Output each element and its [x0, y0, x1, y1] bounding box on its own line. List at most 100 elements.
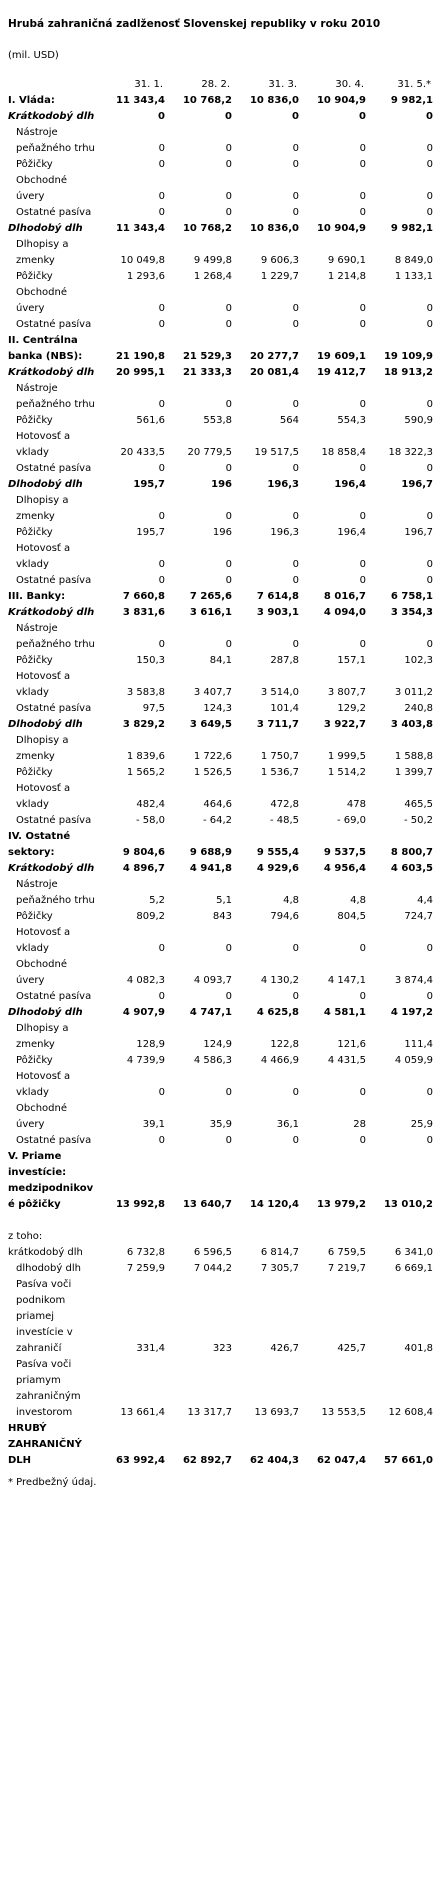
row-label: Pôžičky [16, 767, 53, 778]
cell-value: 478 [346, 799, 366, 810]
cell-value: 19 517,5 [254, 447, 299, 458]
table-row: Hotovosť a vklady 3 583,8 3 407,7 3 514,0 3 … [6, 669, 435, 701]
row-label: Pôžičky [16, 415, 53, 426]
table-row: Pôžičky 1 293,6 1 268,4 1 229,7 1 214,8 1 133… [6, 269, 435, 285]
cell-value: 129,2 [337, 703, 366, 714]
cell-value: 3 903,1 [256, 607, 299, 618]
cell-value: 0 [158, 1087, 165, 1098]
cell-value: - 69,0 [336, 815, 366, 826]
cell-value: 62 047,4 [316, 1455, 366, 1466]
cell-value: 0 [158, 463, 165, 474]
row-label: Krátkodobý dlh [8, 111, 95, 122]
page: Hrubá zahraničná zadlženosť Slovenskej r… [6, 18, 435, 1488]
cell-value: 0 [359, 159, 366, 170]
table-row: Dlhopisy a zmenky 128,9 124,9 122,8 121,6 111… [6, 1021, 435, 1053]
row-label: Krátkodobý dlh [8, 607, 95, 618]
cell-value: 196,4 [334, 479, 366, 490]
cell-value: 4 739,9 [126, 1055, 165, 1066]
row-label: Nástroje peňažného trhu [16, 127, 95, 154]
table-row: Obchodné úvery 0 0 0 0 0 [6, 285, 435, 317]
cell-value: 1 229,7 [260, 271, 299, 282]
empty-cell [100, 1213, 167, 1245]
cell-value: 8 849,0 [394, 255, 433, 266]
cell-value: 4 059,9 [394, 1055, 433, 1066]
cell-value: 196,3 [267, 479, 299, 490]
cell-value: 0 [426, 559, 433, 570]
cell-value: 1 293,6 [126, 271, 165, 282]
table-row: Pasíva voči podnikom priamej investície … [6, 1277, 435, 1357]
cell-value: 62 404,3 [249, 1455, 299, 1466]
header-cell: 31. 3. [268, 79, 297, 90]
cell-value: 1 214,8 [327, 271, 366, 282]
cell-value: 9 499,8 [193, 255, 232, 266]
cell-value: 7 219,7 [327, 1263, 366, 1274]
table-row: Ostatné pasíva 0 0 0 0 0 [6, 205, 435, 221]
row-label: dlhodobý dlh [16, 1263, 81, 1274]
cell-value: 0 [158, 143, 165, 154]
cell-value: 4 929,6 [256, 863, 299, 874]
cell-value: 0 [225, 191, 232, 202]
table-row: Hotovosť a vklady 0 0 0 0 0 [6, 925, 435, 957]
row-label: Pôžičky [16, 655, 53, 666]
table-row: Pôžičky 0 0 0 0 0 [6, 157, 435, 173]
cell-value: 331,4 [136, 1343, 165, 1354]
cell-value: - 58,0 [135, 815, 165, 826]
cell-value: 4 197,2 [390, 1007, 433, 1018]
cell-value: 124,9 [203, 1039, 232, 1050]
row-label: Dlhopisy a zmenky [16, 735, 69, 762]
cell-value: 101,4 [270, 703, 299, 714]
cell-value: 0 [426, 207, 433, 218]
cell-value: 0 [225, 511, 232, 522]
cell-value: 102,3 [404, 655, 433, 666]
cell-value: 3 831,6 [122, 607, 165, 618]
cell-value: 111,4 [404, 1039, 433, 1050]
debt-table: 31. 1. 28. 2. 31. 3. 30. 4. 31. 5.* I. Vláda:… [6, 77, 435, 1469]
cell-value: 7 259,9 [126, 1263, 165, 1274]
table-row: Pôžičky 4 739,9 4 586,3 4 466,9 4 431,5 4 059… [6, 1053, 435, 1069]
cell-value: 4,8 [283, 895, 299, 906]
cell-value: 4 603,5 [390, 863, 433, 874]
cell-value: 0 [158, 1135, 165, 1146]
cell-value: 9 537,5 [323, 847, 366, 858]
cell-value: 287,8 [270, 655, 299, 666]
row-label: Obchodné úvery [16, 1103, 68, 1130]
cell-value: 0 [225, 399, 232, 410]
row-label: I. Vláda: [8, 95, 55, 106]
cell-value: 0 [426, 111, 433, 122]
table-row: Ostatné pasíva 0 0 0 0 0 [6, 573, 435, 589]
cell-value: 57 661,0 [383, 1455, 433, 1466]
cell-value: 4 581,1 [323, 1007, 366, 1018]
cell-value: 1 588,8 [394, 751, 433, 762]
cell-value: 124,3 [203, 703, 232, 714]
cell-value: 6 732,8 [126, 1247, 165, 1258]
table-row: Ostatné pasíva 0 0 0 0 0 [6, 317, 435, 333]
cell-value: 7 614,8 [256, 591, 299, 602]
row-label: III. Banky: [8, 591, 66, 602]
cell-value: 0 [426, 143, 433, 154]
row-label: Dlhodobý dlh [8, 719, 83, 730]
cell-value: 6 759,5 [327, 1247, 366, 1258]
cell-value: 4 082,3 [126, 975, 165, 986]
cell-value: 122,8 [270, 1039, 299, 1050]
cell-value: 10 768,2 [182, 95, 232, 106]
row-label: Dlhopisy a zmenky [16, 495, 69, 522]
table-row: Dlhopisy a zmenky 0 0 0 0 0 [6, 493, 435, 525]
cell-value: 0 [359, 559, 366, 570]
cell-value: 6 596,5 [193, 1247, 232, 1258]
cell-value: 1 722,6 [193, 751, 232, 762]
cell-value: 482,4 [136, 799, 165, 810]
row-label: Krátkodobý dlh [8, 863, 95, 874]
cell-value: 4 431,5 [327, 1055, 366, 1066]
cell-value: 21 529,3 [182, 351, 232, 362]
cell-value: 18 913,2 [383, 367, 433, 378]
title: Hrubá zahraničná zadlženosť Slovenskej r… [8, 18, 381, 30]
cell-value: 4,8 [350, 895, 366, 906]
row-label: Ostatné pasíva [16, 575, 92, 586]
cell-value: 4 466,9 [260, 1055, 299, 1066]
cell-value: 4 147,1 [327, 975, 366, 986]
row-label: II. Centrálna banka (NBS): [8, 335, 83, 362]
cell-value: 9 982,1 [390, 223, 433, 234]
cell-value: 0 [158, 303, 165, 314]
cell-value: 4,4 [417, 895, 433, 906]
cell-value: 1 565,2 [126, 767, 165, 778]
